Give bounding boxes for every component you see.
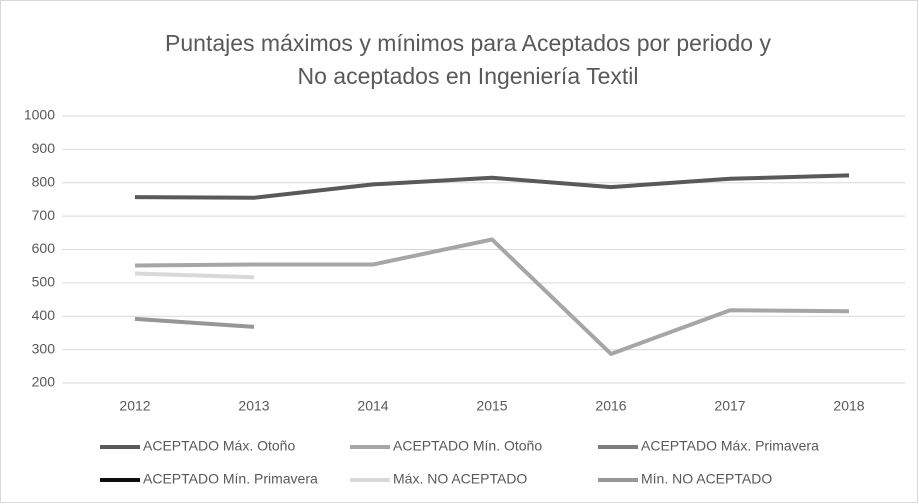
x-tick-label: 2015	[476, 398, 507, 414]
y-tick-label: 500	[32, 274, 56, 290]
series-line	[134, 173, 850, 200]
x-tick-label: 2018	[833, 398, 864, 414]
chart-title: Puntajes máximos y mínimos para Aceptado…	[165, 30, 771, 56]
x-tick-label: 2016	[595, 398, 626, 414]
y-tick-label: 900	[32, 140, 56, 156]
legend-label: Mín. NO ACEPTADO	[641, 471, 772, 487]
y-tick-label: 400	[32, 307, 56, 323]
legend-label: ACEPTADO Mín. Primavera	[143, 471, 318, 487]
x-tick-label: 2017	[714, 398, 745, 414]
x-tick-label: 2014	[357, 398, 388, 414]
chart-title: No aceptados en Ingeniería Textil	[298, 63, 639, 89]
legend-label: ACEPTADO Mín. Otoño	[393, 438, 542, 454]
series-line	[134, 237, 850, 356]
y-tick-label: 700	[32, 207, 56, 223]
y-tick-label: 200	[32, 374, 56, 390]
x-tick-label: 2012	[119, 398, 150, 414]
series-line	[134, 271, 255, 280]
y-tick-label: 800	[32, 173, 56, 189]
series-line	[134, 316, 255, 329]
y-tick-label: 300	[32, 340, 56, 356]
legend-label: ACEPTADO Máx. Otoño	[143, 438, 295, 454]
legend-label: ACEPTADO Máx. Primavera	[641, 438, 819, 454]
y-tick-label: 1000	[24, 107, 55, 123]
y-tick-label: 600	[32, 240, 56, 256]
x-tick-label: 2013	[238, 398, 269, 414]
legend-label: Máx. NO ACEPTADO	[393, 471, 527, 487]
